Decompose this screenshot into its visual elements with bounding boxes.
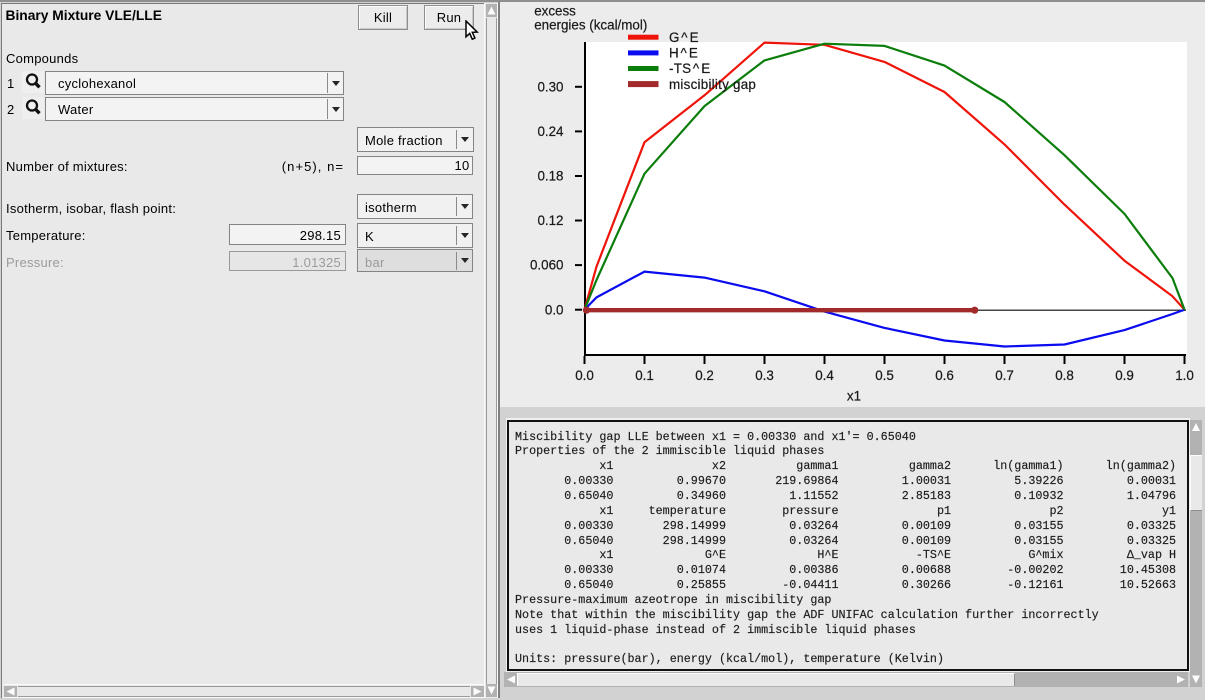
svg-text:energies (kcal/mol): energies (kcal/mol) — [534, 18, 647, 33]
svg-text:G^E: G ^ E — [669, 30, 699, 45]
svg-text:1.0: 1.0 — [1175, 368, 1194, 383]
svg-text:0.8: 0.8 — [1055, 368, 1074, 383]
svg-text:H^E: H ^ E — [669, 46, 698, 61]
svg-text:0.0: 0.0 — [575, 368, 594, 383]
svg-text:0.7: 0.7 — [995, 368, 1014, 383]
svg-text:0.3: 0.3 — [755, 368, 774, 383]
svg-text:0.6: 0.6 — [935, 368, 954, 383]
svg-text:0.5: 0.5 — [875, 368, 894, 383]
svg-text:0.2: 0.2 — [695, 368, 714, 383]
svg-text:0.12: 0.12 — [537, 213, 563, 228]
svg-text:-TS^E: -TS ^ E — [669, 61, 710, 76]
svg-text:0.4: 0.4 — [815, 368, 834, 383]
svg-text:0.24: 0.24 — [537, 124, 564, 139]
svg-text:miscibility gap: miscibility gap — [669, 77, 756, 92]
svg-text:0.9: 0.9 — [1115, 368, 1134, 383]
svg-text:0.0: 0.0 — [545, 302, 564, 317]
svg-text:0.30: 0.30 — [537, 79, 563, 94]
svg-text:0.1: 0.1 — [635, 368, 654, 383]
svg-text:0.060: 0.060 — [530, 258, 564, 273]
svg-text:x1: x1 — [847, 389, 861, 404]
svg-text:0.18: 0.18 — [537, 169, 563, 184]
svg-text:excess: excess — [534, 3, 576, 18]
